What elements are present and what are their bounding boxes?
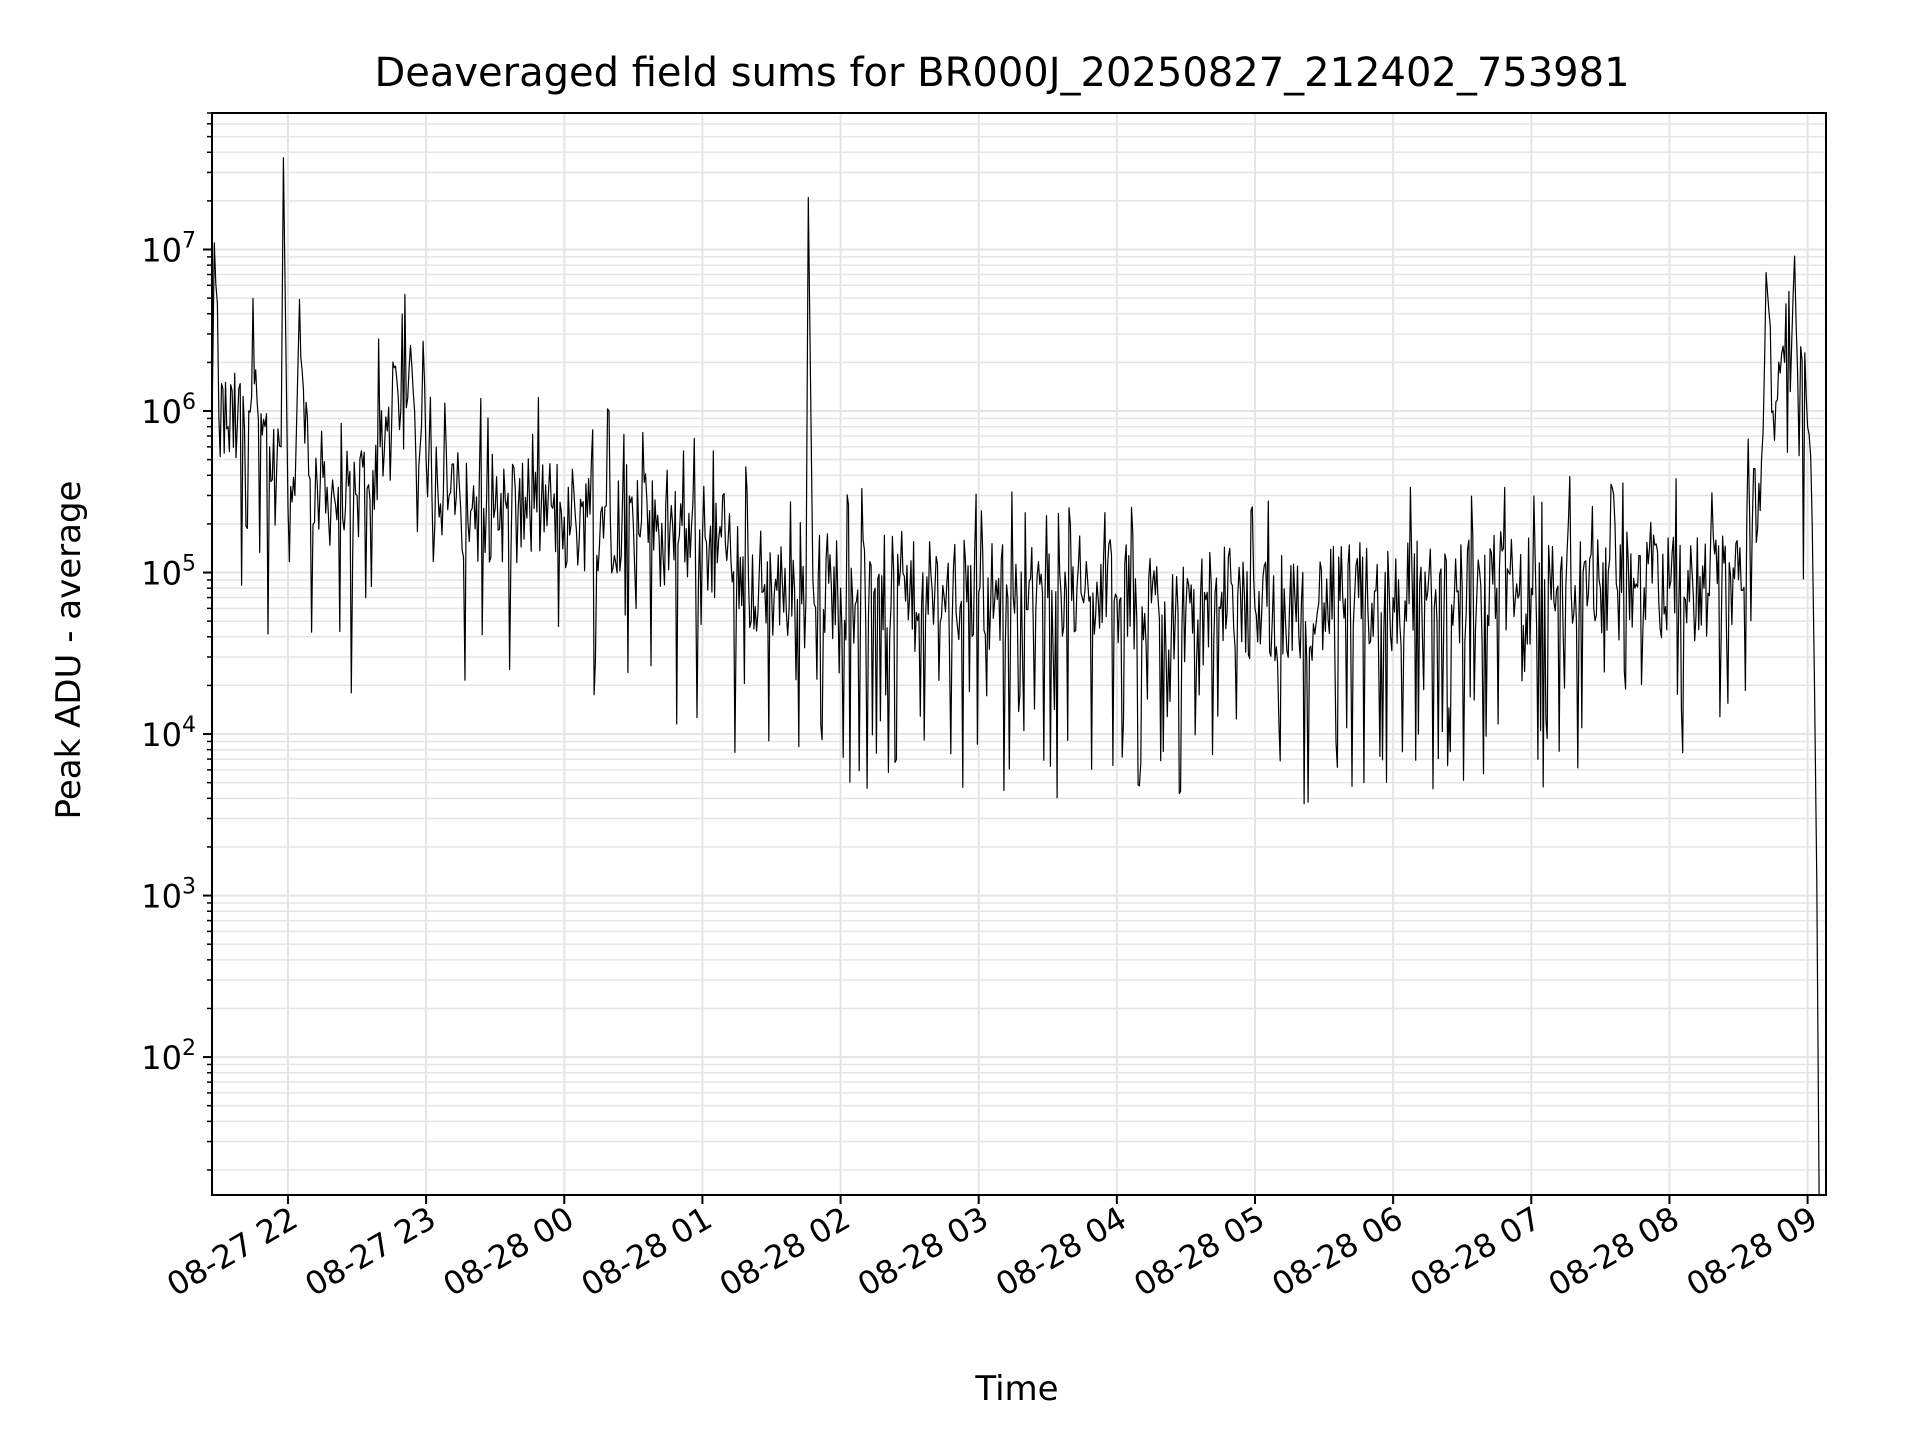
x-tick-label: 08-28 03	[851, 1199, 995, 1304]
x-axis-label: Time	[974, 1369, 1058, 1409]
x-tick-label: 08-28 07	[1404, 1199, 1548, 1304]
series-line	[211, 157, 1820, 1196]
y-tick-exponent: 3	[182, 875, 196, 900]
y-tick-exponent: 2	[182, 1036, 196, 1061]
x-tick-label: 08-28 06	[1266, 1199, 1410, 1304]
y-tick-label: 107	[141, 228, 196, 269]
x-tick-label: 08-28 04	[989, 1199, 1133, 1304]
series-layer	[211, 157, 1820, 1196]
y-tick-exponent: 7	[182, 228, 196, 253]
grid-layer	[212, 112, 1826, 1195]
x-tick-label: 08-28 00	[437, 1199, 581, 1304]
y-tick-exponent: 5	[182, 552, 196, 577]
x-tick-label: 08-28 08	[1542, 1199, 1686, 1304]
x-tick-label: 08-27 22	[160, 1199, 304, 1304]
y-tick-label: 105	[141, 552, 196, 593]
y-tick-exponent: 6	[182, 390, 196, 415]
x-tick-label: 08-28 02	[713, 1199, 857, 1304]
y-axis-label: Peak ADU - average	[49, 481, 89, 820]
y-tick-label: 106	[141, 390, 196, 431]
y-tick-exponent: 4	[182, 713, 196, 738]
x-tick-label: 08-28 01	[575, 1199, 719, 1304]
y-tick-label: 103	[141, 875, 196, 916]
plot-frame	[211, 112, 1827, 1196]
chart-title: Deaveraged field sums for BR000J_2025082…	[374, 50, 1629, 96]
y-tick-label: 104	[141, 713, 196, 754]
x-tick-label: 08-28 09	[1680, 1199, 1824, 1304]
x-tick-label: 08-27 23	[299, 1199, 443, 1304]
x-tick-label: 08-28 05	[1127, 1199, 1271, 1304]
y-tick-label: 102	[141, 1036, 196, 1077]
